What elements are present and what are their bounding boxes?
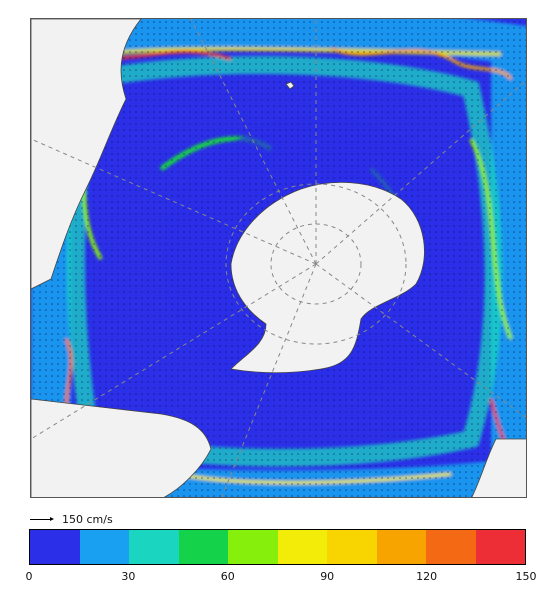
reference-vector-label: 150 cm/s (62, 512, 113, 526)
colorbar-swatch (30, 530, 80, 564)
arrow-icon (30, 516, 54, 521)
colorbar-swatch (79, 530, 129, 564)
colorbar-swatch (178, 530, 228, 564)
colorbar-tick-label: 0 (25, 570, 33, 583)
south-america (31, 19, 142, 290)
colorbar-swatch (426, 530, 476, 564)
colorbar-tick-label: 150 (515, 570, 537, 583)
kerguelen (285, 81, 295, 90)
colorbar-swatch (228, 530, 278, 564)
colorbar-tick-label: 90 (320, 570, 335, 583)
africa (31, 398, 212, 497)
colorbar-swatch (475, 530, 525, 564)
antarctica (230, 182, 425, 374)
colorbar-swatch (327, 530, 377, 564)
colorbar (29, 529, 526, 565)
land-masses (31, 19, 526, 497)
colorbar-tick-label: 30 (121, 570, 136, 583)
colorbar-tick-label: 60 (220, 570, 235, 583)
reference-vector-legend: 150 cm/s (30, 512, 113, 526)
map-svg (31, 19, 526, 497)
colorbar-swatch (376, 530, 426, 564)
australia-nz (471, 438, 526, 497)
colorbar-swatch (129, 530, 179, 564)
colorbar-ticks: 0 30 60 90 120 150 (25, 570, 537, 584)
graticule (31, 19, 526, 497)
colorbar-tick-label: 120 (416, 570, 438, 583)
colorbar-swatch (277, 530, 327, 564)
velocity-map (30, 18, 527, 498)
